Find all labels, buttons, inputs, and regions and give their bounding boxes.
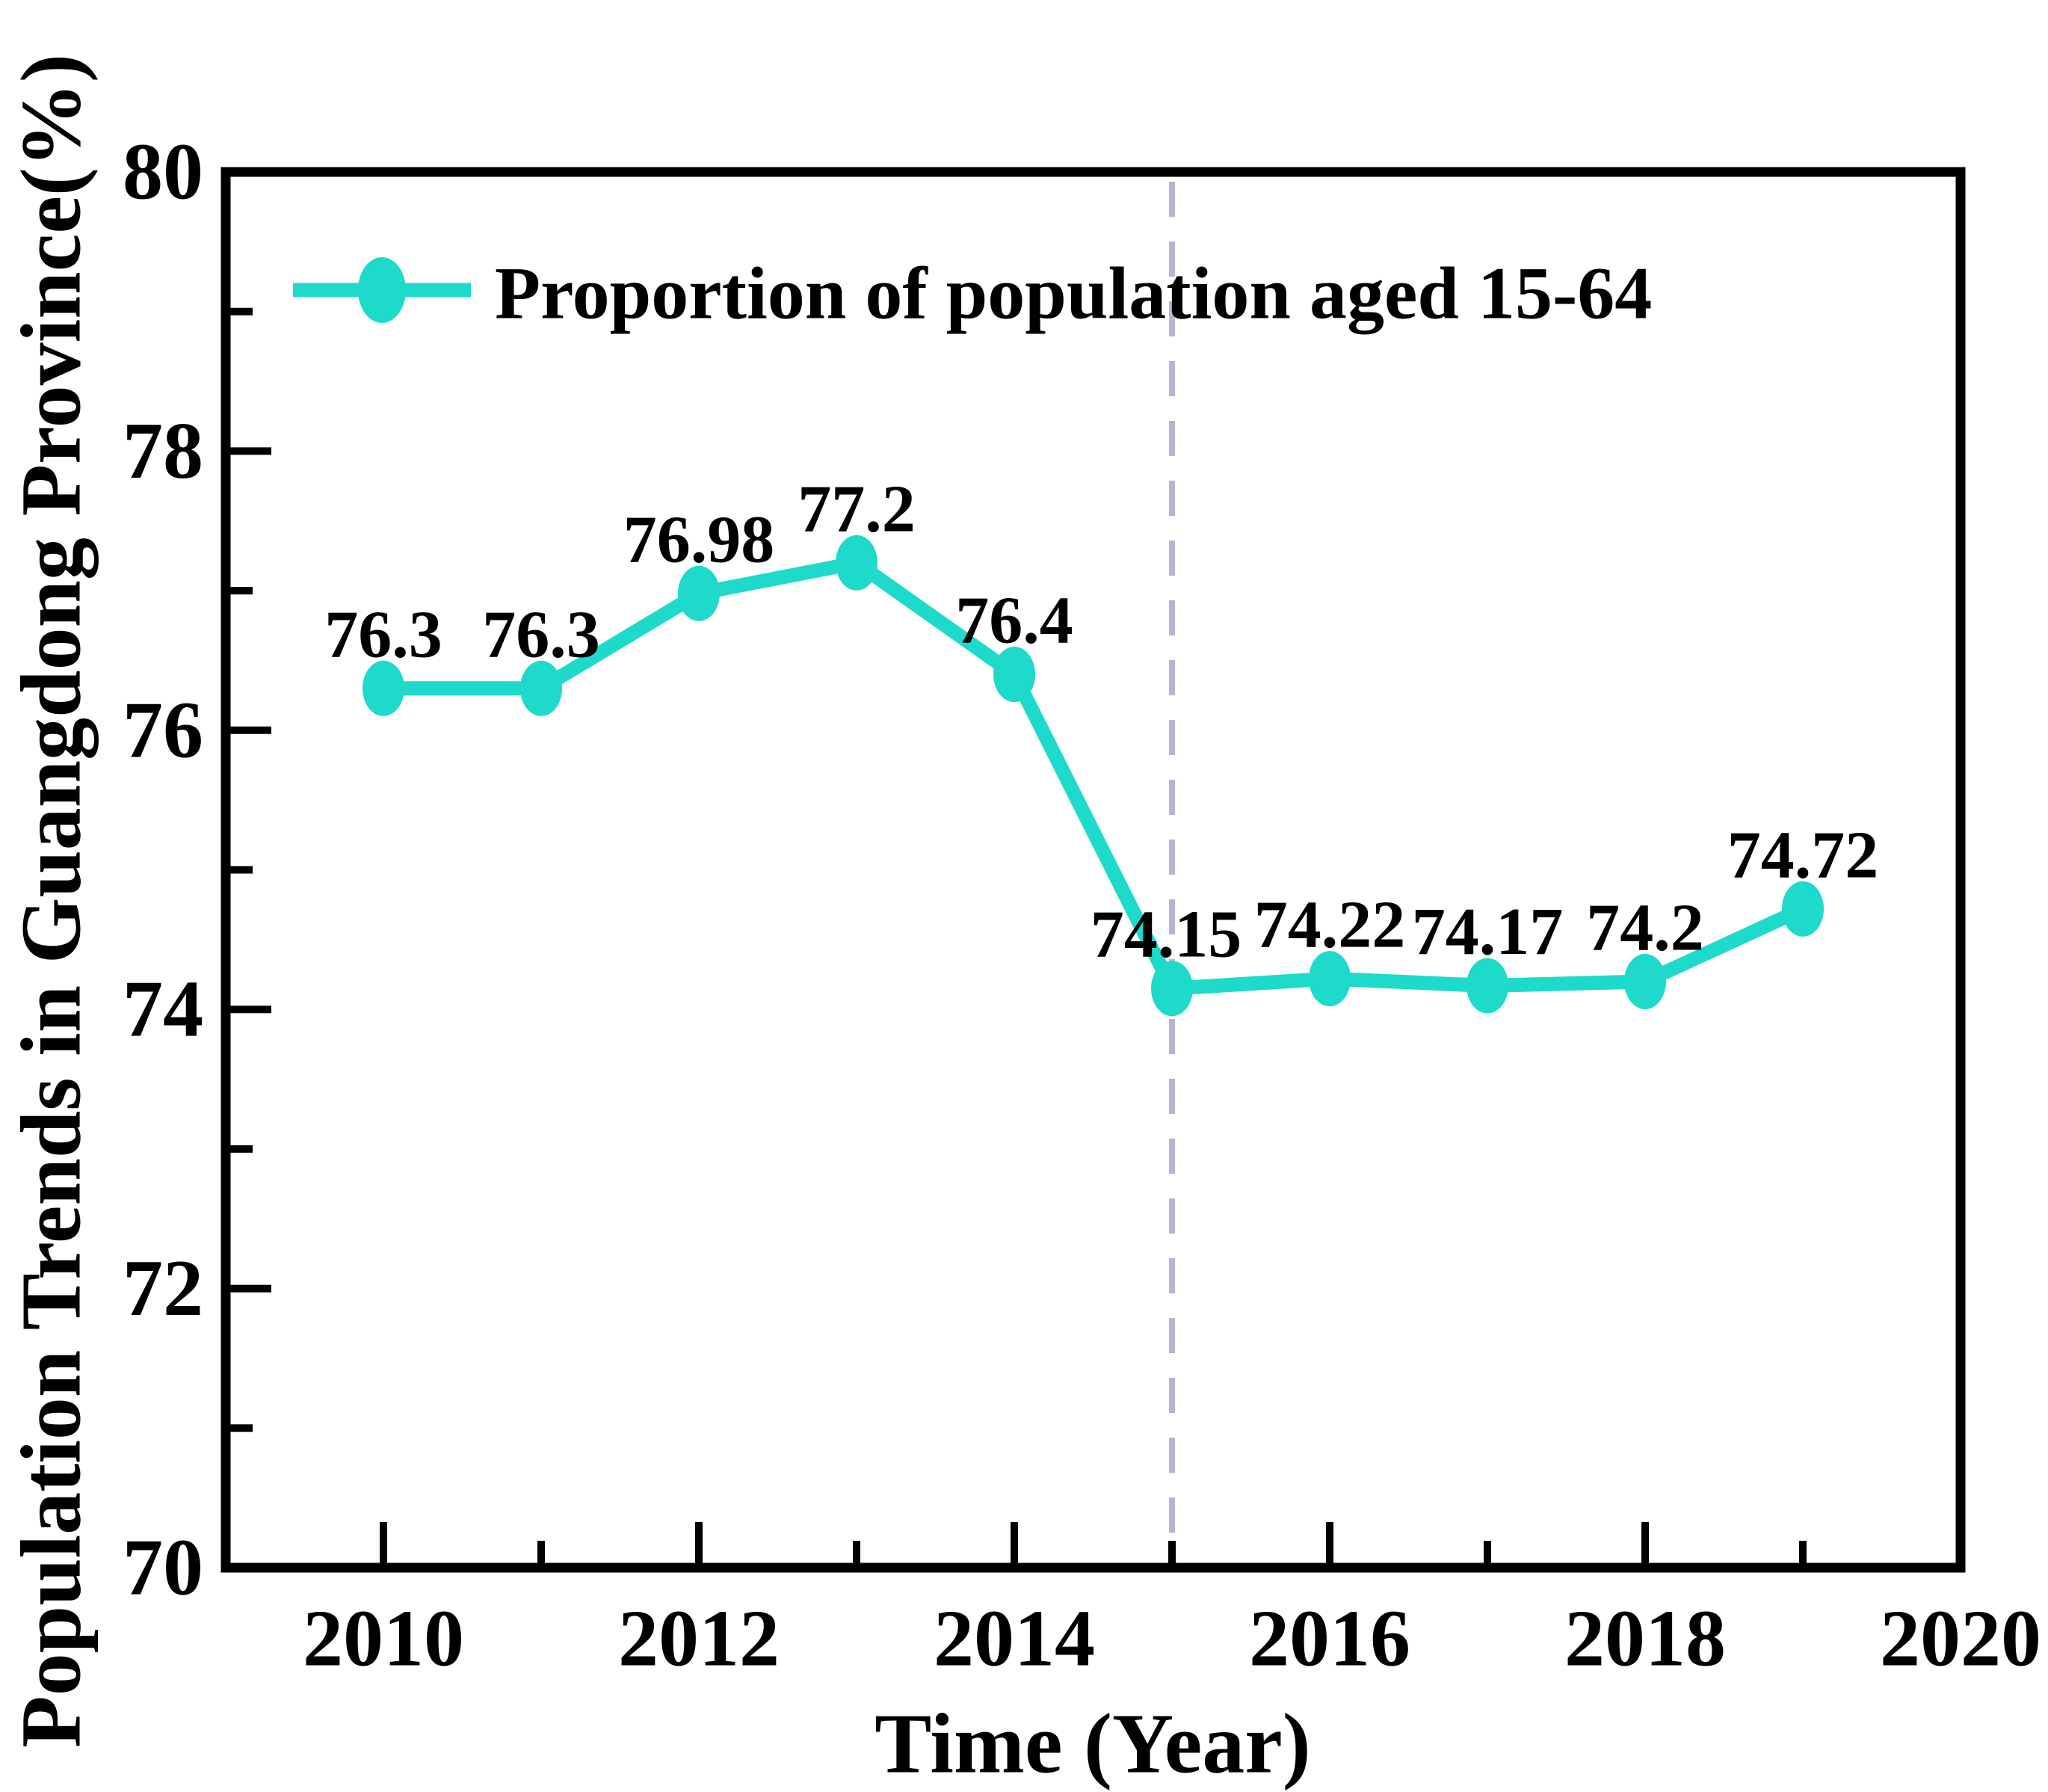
plot-layer: 2010 2012 2014 2016 2018 2020 70 72 74 76 78 80 76.3… xyxy=(123,128,2041,1684)
value-label: 76.98 xyxy=(623,502,775,576)
value-label: 74.2 xyxy=(1586,890,1704,964)
value-label: 74.17 xyxy=(1412,895,1564,969)
x-axis-title: Time (Year) xyxy=(875,1696,1311,1791)
data-point-marker xyxy=(1466,958,1508,1014)
value-label: 76.3 xyxy=(324,597,442,671)
plot-box xyxy=(220,167,1966,1573)
legend-marker-icon xyxy=(358,257,406,323)
legend: Proportion of population aged 15-64 xyxy=(293,252,1652,335)
data-point-marker xyxy=(363,660,404,716)
legend-label: Proportion of population aged 15-64 xyxy=(495,252,1652,335)
x-tick-label: 2020 xyxy=(1880,1595,2041,1684)
x-tick-label: 2016 xyxy=(1249,1595,1410,1684)
x-tick-label: 2010 xyxy=(303,1595,464,1684)
y-axis-title: Population Trends in Guangdong Province(… xyxy=(4,54,99,1748)
data-point-marker xyxy=(836,535,878,591)
value-label: 76.4 xyxy=(955,584,1073,658)
data-line xyxy=(383,555,1806,997)
value-label: 74.72 xyxy=(1727,818,1879,892)
data-point-marker xyxy=(1309,951,1351,1007)
overlay-layer: Time (Year) Population Trends in Guangdo… xyxy=(4,54,1653,1791)
y-tick-label: 78 xyxy=(123,407,203,496)
x-tick-label: 2012 xyxy=(618,1595,780,1684)
y-tick-label: 76 xyxy=(123,686,203,775)
y-tick-label: 70 xyxy=(123,1524,203,1613)
data-point-marker xyxy=(1624,953,1666,1009)
value-label: 76.3 xyxy=(482,597,600,671)
value-label: 77.2 xyxy=(798,472,916,546)
y-tick-label: 72 xyxy=(123,1244,203,1333)
x-tick-label: 2018 xyxy=(1564,1595,1726,1684)
data-point-marker xyxy=(1151,961,1193,1017)
value-label: 74.22 xyxy=(1254,888,1406,962)
value-label: 74.15 xyxy=(1091,898,1242,972)
x-tick-label: 2014 xyxy=(934,1595,1095,1684)
y-tick-label: 74 xyxy=(123,965,203,1054)
data-point-marker xyxy=(520,660,562,716)
data-point-marker xyxy=(1782,881,1824,937)
y-tick-label: 80 xyxy=(123,128,203,217)
data-point-marker xyxy=(993,647,1035,703)
data-point-marker xyxy=(678,565,720,621)
